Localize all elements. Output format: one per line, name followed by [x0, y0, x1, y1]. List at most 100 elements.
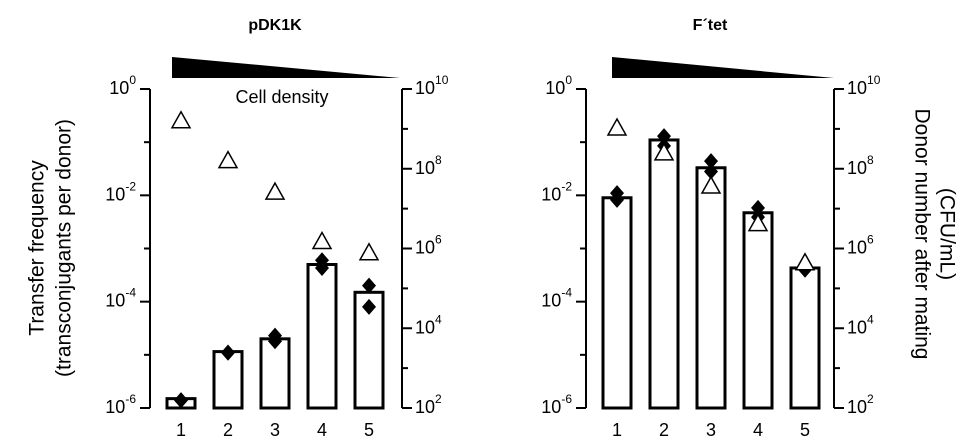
- x-tick-label: 3: [706, 420, 716, 440]
- tick-base: 10: [415, 158, 435, 178]
- tick-base: 10: [415, 317, 435, 337]
- y-axis-title: Transfer frequency: [26, 160, 49, 336]
- tick-exponent: 10: [435, 73, 449, 87]
- tick-exponent: -6: [125, 392, 136, 406]
- replicate-point: [704, 153, 718, 170]
- x-tick-label: 4: [753, 420, 763, 440]
- tick-exponent: 0: [565, 73, 572, 87]
- donor-point: [311, 230, 333, 250]
- tick-exponent: 4: [435, 312, 442, 326]
- replicate-point: [362, 298, 376, 315]
- tick-label: 102: [847, 392, 874, 417]
- replicate-point: [221, 344, 235, 361]
- tick-base: 10: [105, 290, 125, 310]
- tick-exponent: -6: [561, 392, 572, 406]
- bar: [648, 138, 680, 410]
- annotation: Cell density: [235, 87, 328, 107]
- tick-base: 10: [105, 184, 125, 204]
- donor-point: [700, 175, 722, 194]
- donor-point: [264, 181, 286, 200]
- donor-point: [653, 142, 675, 161]
- tick-exponent: 4: [867, 312, 874, 326]
- tick-base: 10: [847, 317, 867, 337]
- bar: [306, 263, 338, 410]
- replicate-point: [174, 392, 188, 409]
- tick-base: 10: [415, 78, 435, 98]
- tick-base: 10: [105, 397, 125, 417]
- replicate-point: [268, 333, 282, 350]
- donor-point: [747, 213, 769, 232]
- tick-label: 108: [847, 153, 874, 178]
- tick-label: 100: [109, 73, 136, 98]
- tick-exponent: -4: [561, 286, 572, 300]
- tick-exponent: 6: [867, 233, 874, 247]
- tick-exponent: 0: [129, 73, 136, 87]
- x-tick-label: 2: [223, 420, 233, 440]
- tick-base: 10: [545, 78, 565, 98]
- tick-label: 108: [415, 153, 442, 178]
- bar: [601, 196, 633, 410]
- tick-base: 10: [847, 397, 867, 417]
- x-tick-label: 3: [270, 420, 280, 440]
- tick-exponent: 8: [867, 153, 874, 167]
- x-tick-label: 5: [800, 420, 810, 440]
- density-wedge: [612, 57, 834, 78]
- y2-axis-title: Donor number after mating: [910, 109, 933, 360]
- tick-label: 106: [847, 233, 874, 258]
- tick-base: 10: [109, 78, 129, 98]
- tick-label: 104: [847, 312, 874, 337]
- tick-base: 10: [847, 237, 867, 257]
- replicate-point: [315, 259, 329, 276]
- x-tick-label: 4: [317, 420, 327, 440]
- tick-base: 10: [541, 184, 561, 204]
- tick-label: 10-6: [541, 392, 572, 417]
- tick-base: 10: [415, 397, 435, 417]
- tick-base: 10: [847, 158, 867, 178]
- donor-point: [170, 110, 192, 129]
- tick-base: 10: [847, 78, 867, 98]
- replicate-point: [657, 128, 671, 145]
- tick-label: 10-6: [105, 392, 136, 417]
- tick-exponent: -2: [125, 180, 136, 194]
- tick-label: 10-2: [105, 180, 136, 205]
- tick-exponent: -4: [125, 286, 136, 300]
- replicate-point: [704, 163, 718, 180]
- bar: [212, 350, 244, 410]
- tick-label: 102: [415, 392, 442, 417]
- tick-label: 106: [415, 233, 442, 258]
- y2-axis-title: (CFU/mL): [935, 188, 958, 280]
- bar: [742, 211, 774, 410]
- chart-title: pDK1K: [248, 17, 302, 34]
- tick-exponent: 2: [867, 392, 874, 406]
- tick-exponent: 8: [435, 153, 442, 167]
- density-wedge: [172, 57, 400, 78]
- tick-base: 10: [541, 290, 561, 310]
- tick-label: 100: [545, 73, 572, 98]
- tick-label: 10-4: [105, 286, 136, 311]
- x-tick-label: 2: [659, 420, 669, 440]
- donor-point: [358, 242, 380, 261]
- tick-base: 10: [415, 237, 435, 257]
- donor-point: [217, 150, 239, 169]
- tick-label: 10-2: [541, 180, 572, 205]
- tick-label: 10-4: [541, 286, 572, 311]
- x-tick-label: 5: [364, 420, 374, 440]
- donor-point: [606, 117, 628, 136]
- replicate-point: [751, 199, 765, 216]
- x-tick-label: 1: [612, 420, 622, 440]
- tick-exponent: 10: [867, 73, 881, 87]
- replicate-point: [610, 191, 624, 208]
- tick-exponent: 2: [435, 392, 442, 406]
- bar: [695, 166, 727, 410]
- tick-label: 104: [415, 312, 442, 337]
- x-tick-label: 1: [176, 420, 186, 440]
- y-axis-title: (transconjugants per donor): [53, 119, 76, 377]
- replicate-point: [362, 277, 376, 294]
- tick-label: 1010: [415, 73, 449, 98]
- donor-point: [794, 252, 816, 271]
- tick-label: 1010: [847, 73, 881, 98]
- bar: [259, 337, 291, 410]
- bar: [789, 266, 821, 410]
- tick-exponent: -2: [561, 180, 572, 194]
